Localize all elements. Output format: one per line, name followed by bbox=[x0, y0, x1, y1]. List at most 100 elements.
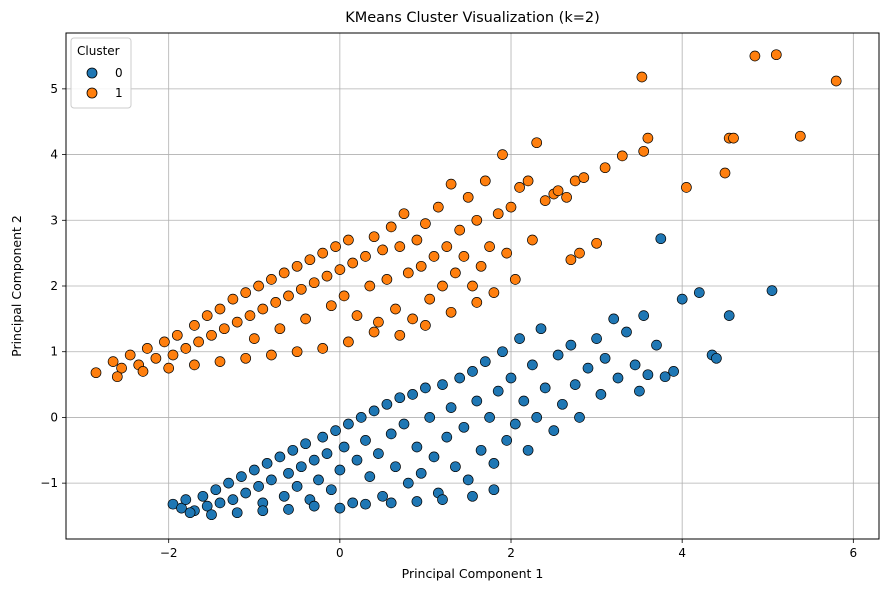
data-point-cluster-1 bbox=[492, 208, 504, 220]
data-point-cluster-0 bbox=[291, 481, 303, 492]
data-point-cluster-0 bbox=[488, 484, 500, 496]
data-point-cluster-1 bbox=[351, 310, 363, 321]
data-point-cluster-0 bbox=[458, 421, 470, 433]
data-point-cluster-1 bbox=[402, 267, 414, 279]
data-point-cluster-0 bbox=[402, 477, 414, 489]
data-point-cluster-1 bbox=[770, 49, 782, 61]
legend-marker-cluster-0 bbox=[86, 67, 98, 79]
data-point-cluster-0 bbox=[492, 385, 504, 397]
data-point-cluster-0 bbox=[355, 412, 367, 423]
data-point-cluster-0 bbox=[206, 509, 217, 521]
data-point-cluster-1 bbox=[253, 280, 264, 292]
data-point-cluster-1 bbox=[180, 343, 192, 354]
data-point-cluster-0 bbox=[334, 464, 346, 476]
data-point-cluster-0 bbox=[518, 395, 530, 407]
data-point-cluster-0 bbox=[693, 287, 705, 298]
x-tick-label: 6 bbox=[850, 546, 858, 560]
data-point-cluster-0 bbox=[557, 398, 568, 410]
data-point-cluster-1 bbox=[794, 130, 806, 142]
y-tick-label: 0 bbox=[50, 410, 58, 424]
data-point-cluster-1 bbox=[394, 329, 406, 341]
legend-label-cluster-0: 0 bbox=[115, 66, 123, 80]
data-point-cluster-1 bbox=[509, 274, 521, 285]
data-point-cluster-0 bbox=[454, 372, 466, 384]
x-tick-label: −2 bbox=[160, 546, 178, 560]
data-point-cluster-0 bbox=[668, 366, 679, 377]
data-point-cluster-1 bbox=[189, 359, 200, 371]
data-point-cluster-0 bbox=[462, 474, 474, 486]
x-tick-label: 4 bbox=[678, 546, 686, 560]
data-point-cluster-0 bbox=[283, 504, 294, 515]
data-point-cluster-1 bbox=[514, 182, 525, 193]
data-point-cluster-0 bbox=[214, 497, 226, 509]
data-point-cluster-1 bbox=[475, 260, 487, 272]
data-point-cluster-1 bbox=[565, 254, 577, 266]
data-point-cluster-1 bbox=[317, 247, 329, 259]
data-point-cluster-1 bbox=[599, 162, 611, 174]
data-point-cluster-1 bbox=[218, 323, 230, 335]
data-point-cluster-1 bbox=[377, 244, 388, 256]
data-point-cluster-0 bbox=[321, 448, 333, 459]
data-point-cluster-1 bbox=[561, 191, 572, 203]
data-point-cluster-0 bbox=[548, 425, 560, 436]
data-point-cluster-1 bbox=[458, 251, 470, 262]
data-point-cluster-0 bbox=[531, 412, 543, 423]
data-point-cluster-1 bbox=[291, 260, 303, 272]
data-point-cluster-1 bbox=[462, 191, 474, 203]
y-tick-label: 1 bbox=[50, 345, 58, 359]
data-point-cluster-1 bbox=[407, 313, 418, 325]
data-point-cluster-1 bbox=[266, 274, 277, 285]
data-point-cluster-0 bbox=[360, 498, 371, 510]
data-point-cluster-1 bbox=[749, 50, 761, 62]
data-point-cluster-1 bbox=[441, 241, 453, 252]
data-point-cluster-0 bbox=[766, 285, 778, 296]
data-point-cluster-0 bbox=[505, 372, 517, 384]
data-point-cluster-0 bbox=[231, 507, 243, 519]
data-point-cluster-0 bbox=[415, 467, 427, 479]
data-point-cluster-0 bbox=[385, 497, 397, 509]
data-point-cluster-1 bbox=[437, 280, 448, 292]
data-point-cluster-0 bbox=[300, 438, 311, 450]
data-point-cluster-1 bbox=[295, 283, 307, 295]
data-point-cluster-0 bbox=[360, 435, 371, 446]
data-point-cluster-1 bbox=[334, 264, 346, 275]
data-point-cluster-1 bbox=[578, 172, 590, 183]
data-point-cluster-1 bbox=[420, 320, 431, 331]
data-point-cluster-0 bbox=[509, 418, 521, 430]
data-point-cluster-0 bbox=[257, 505, 269, 517]
data-point-cluster-0 bbox=[642, 369, 654, 381]
data-point-cluster-1 bbox=[467, 280, 478, 292]
data-point-cluster-1 bbox=[201, 310, 213, 321]
legend-label-cluster-1: 1 bbox=[115, 86, 123, 100]
data-point-cluster-1 bbox=[390, 303, 401, 315]
data-point-cluster-0 bbox=[501, 435, 513, 446]
data-point-cluster-1 bbox=[381, 274, 393, 285]
y-tick-label: 2 bbox=[50, 279, 58, 293]
data-point-cluster-0 bbox=[330, 425, 341, 436]
x-tick-label: 0 bbox=[336, 546, 344, 560]
data-point-cluster-1 bbox=[681, 182, 692, 193]
data-point-cluster-1 bbox=[291, 346, 303, 358]
data-point-cluster-0 bbox=[437, 494, 448, 505]
data-point-cluster-1 bbox=[343, 234, 354, 246]
data-point-cluster-1 bbox=[274, 323, 286, 335]
data-point-cluster-0 bbox=[676, 293, 688, 305]
data-point-cluster-1 bbox=[321, 270, 333, 282]
data-point-cluster-1 bbox=[244, 310, 256, 321]
y-tick-label: 4 bbox=[50, 148, 58, 162]
data-point-cluster-0 bbox=[582, 362, 594, 374]
axis-ticks: −2 0 2 4 6 −1 0 1 2 3 4 5 bbox=[40, 82, 857, 560]
data-point-cluster-1 bbox=[240, 352, 252, 364]
data-point-cluster-1 bbox=[150, 352, 162, 364]
data-point-cluster-0 bbox=[565, 339, 577, 351]
data-point-cluster-0 bbox=[325, 484, 337, 496]
data-point-cluster-0 bbox=[394, 392, 406, 404]
data-point-cluster-1 bbox=[137, 366, 149, 377]
data-point-cluster-1 bbox=[471, 297, 483, 308]
y-axis-label: Principal Component 2 bbox=[9, 215, 24, 357]
data-point-cluster-0 bbox=[338, 441, 350, 453]
data-point-cluster-1 bbox=[450, 267, 461, 279]
data-point-cluster-0 bbox=[176, 502, 187, 514]
data-point-cluster-0 bbox=[385, 428, 397, 440]
